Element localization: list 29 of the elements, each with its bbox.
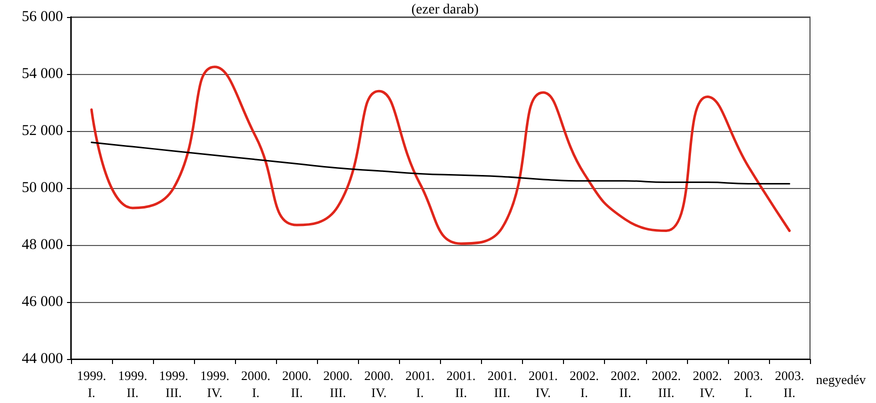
line-series	[90, 142, 790, 184]
x-tick-label: 2000. I.	[241, 368, 270, 400]
y-tick-label: 48 000	[22, 237, 63, 253]
y-tick-label: 52 000	[22, 123, 63, 139]
x-tick-label: 2003. I.	[734, 368, 764, 400]
y-tick-label: 44 000	[22, 351, 63, 367]
y-tick-label: 50 000	[22, 180, 63, 196]
x-tick-label: 2001. III.	[487, 368, 517, 400]
x-tick-label: 1999. IV.	[200, 368, 230, 400]
x-tick-label: 2001. II.	[446, 368, 476, 400]
x-tick-label: 2000. III.	[323, 368, 352, 400]
line-series	[90, 66, 791, 245]
chart-subtitle: (ezer darab)	[411, 2, 479, 18]
y-tick-label: 46 000	[22, 294, 63, 310]
x-tick-label: 1999. III.	[159, 368, 188, 400]
x-tick-label: 2000. II.	[282, 368, 312, 400]
x-tick-label: 2003. II.	[774, 368, 804, 400]
x-tick-label: 2001. IV.	[528, 368, 558, 400]
y-tick-label: 54 000	[22, 66, 63, 82]
x-tick-label: 2002. I.	[570, 368, 599, 400]
x-tick-label: 1999. I.	[76, 368, 106, 400]
x-tick-label: 2002. III.	[652, 368, 681, 400]
y-tick-label: 56 000	[22, 9, 63, 25]
x-axis-title: negyedév	[816, 372, 866, 387]
x-tick-label: 2002. IV.	[692, 368, 722, 400]
x-tick-label: 1999. II.	[118, 368, 148, 400]
x-tick-label: 2001. I.	[405, 368, 435, 400]
x-tick-label: 2002. II.	[610, 368, 640, 400]
x-tick-label: 2000. IV.	[364, 368, 394, 400]
